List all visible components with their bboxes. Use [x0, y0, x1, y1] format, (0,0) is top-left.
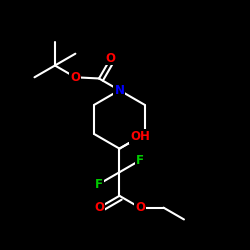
- Text: O: O: [94, 201, 104, 214]
- Text: OH: OH: [130, 130, 150, 143]
- Text: N: N: [114, 84, 124, 97]
- Text: F: F: [95, 178, 103, 190]
- Text: O: O: [70, 71, 81, 84]
- Text: F: F: [136, 154, 144, 167]
- Text: O: O: [135, 201, 145, 214]
- Text: O: O: [106, 52, 116, 64]
